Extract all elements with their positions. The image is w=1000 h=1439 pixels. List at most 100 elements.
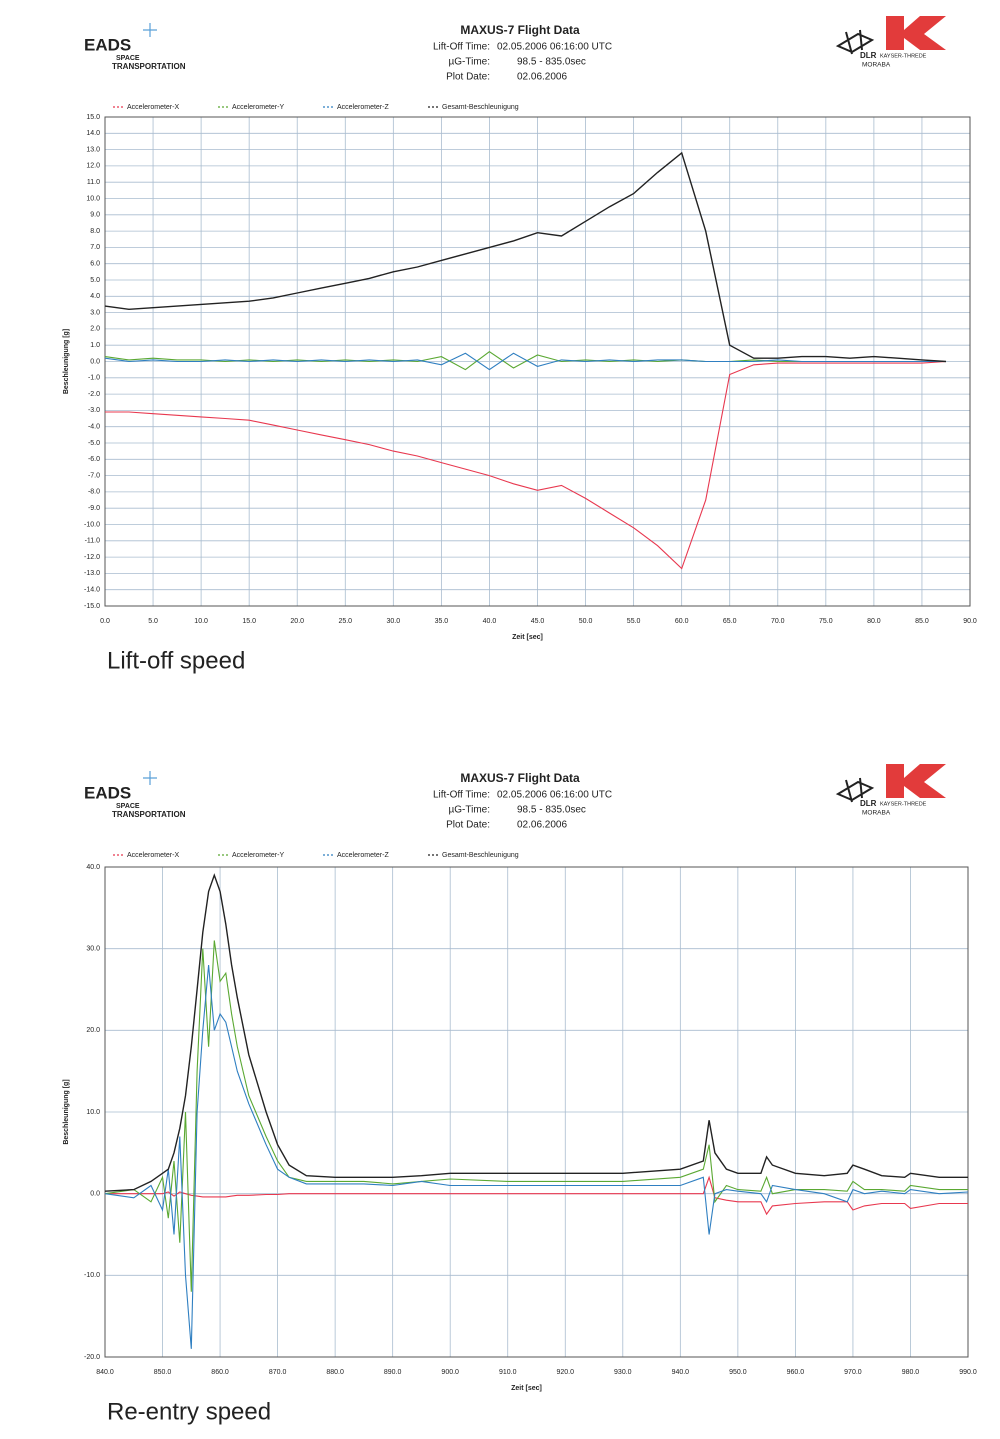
x-tick-label: 25.0 [338,618,352,625]
x-tick-label: 60.0 [675,618,689,625]
x-tick-label: 45.0 [531,618,545,625]
y-tick-label: 8.0 [90,228,100,235]
x-tick-label: 15.0 [242,618,256,625]
x-tick-label: 85.0 [915,618,929,625]
x-tick-label: 5.0 [148,618,158,625]
series-line [105,360,947,570]
info-value: 98.5 - 835.0sec [517,57,586,68]
info-label: Lift-Off Time: [433,42,490,53]
logo-text: MORABA [862,810,891,817]
y-tick-label: 7.0 [90,244,100,251]
series-line [104,151,947,363]
plot-frame [104,116,971,607]
y-tick-label: -7.0 [88,472,100,479]
logo-text: DLR [860,799,877,808]
x-tick-label: 40.0 [483,618,497,625]
logo-text: SPACE [116,55,140,62]
x-tick-label: 75.0 [819,618,833,625]
chart-title: MAXUS-7 Flight Data [460,771,580,785]
y-tick-label: -3.0 [88,407,100,414]
x-tick-label: 840.0 [96,1369,114,1376]
y-tick-label: -10.0 [84,521,100,528]
y-tick-label: 0.0 [90,1191,100,1198]
x-tick-label: 920.0 [557,1369,575,1376]
legend-label: Accelerometer-X [127,104,179,111]
x-tick-label: 80.0 [867,618,881,625]
x-tick-label: 850.0 [154,1369,172,1376]
legend-label: Accelerometer-X [127,852,179,859]
y-tick-label: -4.0 [88,424,100,431]
info-label: Plot Date: [446,820,490,831]
y-tick-label: 20.0 [86,1027,100,1034]
series-line [104,964,969,1349]
y-tick-label: 10.0 [86,195,100,202]
x-tick-label: 50.0 [579,618,593,625]
series-line [104,940,968,1292]
x-tick-label: 890.0 [384,1369,402,1376]
logo-text: EADS [84,783,131,802]
logo-star [143,23,157,37]
logo-k [886,764,946,798]
logo-text: SPACE [116,803,140,810]
x-tick-label: 30.0 [387,618,401,625]
x-tick-label: 980.0 [902,1369,920,1376]
x-tick-label: 65.0 [723,618,737,625]
y-tick-label: 14.0 [86,130,100,137]
y-tick-label: -2.0 [88,391,100,398]
plot-frame [104,866,969,1358]
x-tick-label: 960.0 [787,1369,805,1376]
info-value: 02.05.2006 06:16:00 UTC [497,42,612,53]
x-tick-label: 880.0 [326,1369,344,1376]
y-tick-label: -1.0 [88,375,100,382]
logo-text: TRANSPORTATION [112,62,186,71]
series-line [104,873,968,1192]
x-tick-label: 950.0 [729,1369,747,1376]
y-tick-label: -20.0 [84,1354,100,1361]
y-tick-label: -11.0 [85,538,101,545]
y-tick-label: 12.0 [86,163,100,170]
y-tick-label: 6.0 [90,261,100,268]
y-tick-label: 5.0 [90,277,100,284]
y-tick-label: 0.0 [90,358,100,365]
x-tick-label: 930.0 [614,1369,632,1376]
info-label: Lift-Off Time: [433,790,490,801]
logo-text: DLR [860,51,877,60]
x-tick-label: 20.0 [290,618,304,625]
info-label: µG-Time: [449,57,491,68]
y-tick-label: -15.0 [84,603,100,610]
logo-star [143,771,157,785]
info-label: Plot Date: [446,72,490,83]
logo-bird [835,29,875,55]
y-tick-label: 15.0 [86,114,100,121]
x-axis-label: Zeit [sec] [511,1385,542,1392]
info-label: µG-Time: [449,805,491,816]
x-tick-label: 55.0 [627,618,641,625]
info-value: 98.5 - 835.0sec [517,805,586,816]
series-line [105,1175,968,1216]
x-tick-label: 860.0 [211,1369,229,1376]
x-tick-label: 10.0 [194,618,208,625]
info-value: 02.05.2006 06:16:00 UTC [497,790,612,801]
logo-k [886,16,946,50]
caption: Lift-off speed [107,647,245,674]
logo-bird [835,777,875,803]
legend-label: Gesamt-Beschleunigung [442,852,519,859]
legend-label: Gesamt-Beschleunigung [442,104,519,111]
y-tick-label: 9.0 [90,212,100,219]
logo-text: EADS [84,35,131,54]
y-tick-label: 30.0 [86,946,100,953]
x-axis-label: Zeit [sec] [512,634,543,641]
y-tick-label: 40.0 [86,864,100,871]
legend-label: Accelerometer-Y [232,852,284,859]
logo-text: KAYSER-THREDE [880,801,927,807]
x-tick-label: 35.0 [435,618,449,625]
y-axis-label: Beschleunigung [g] [63,329,70,394]
y-tick-label: 2.0 [90,326,100,333]
y-tick-label: -6.0 [88,456,100,463]
series-line [104,352,946,371]
info-value: 02.06.2006 [517,820,567,831]
y-tick-label: -14.0 [84,587,100,594]
y-tick-label: 11.0 [87,179,100,186]
y-tick-label: -8.0 [88,489,100,496]
